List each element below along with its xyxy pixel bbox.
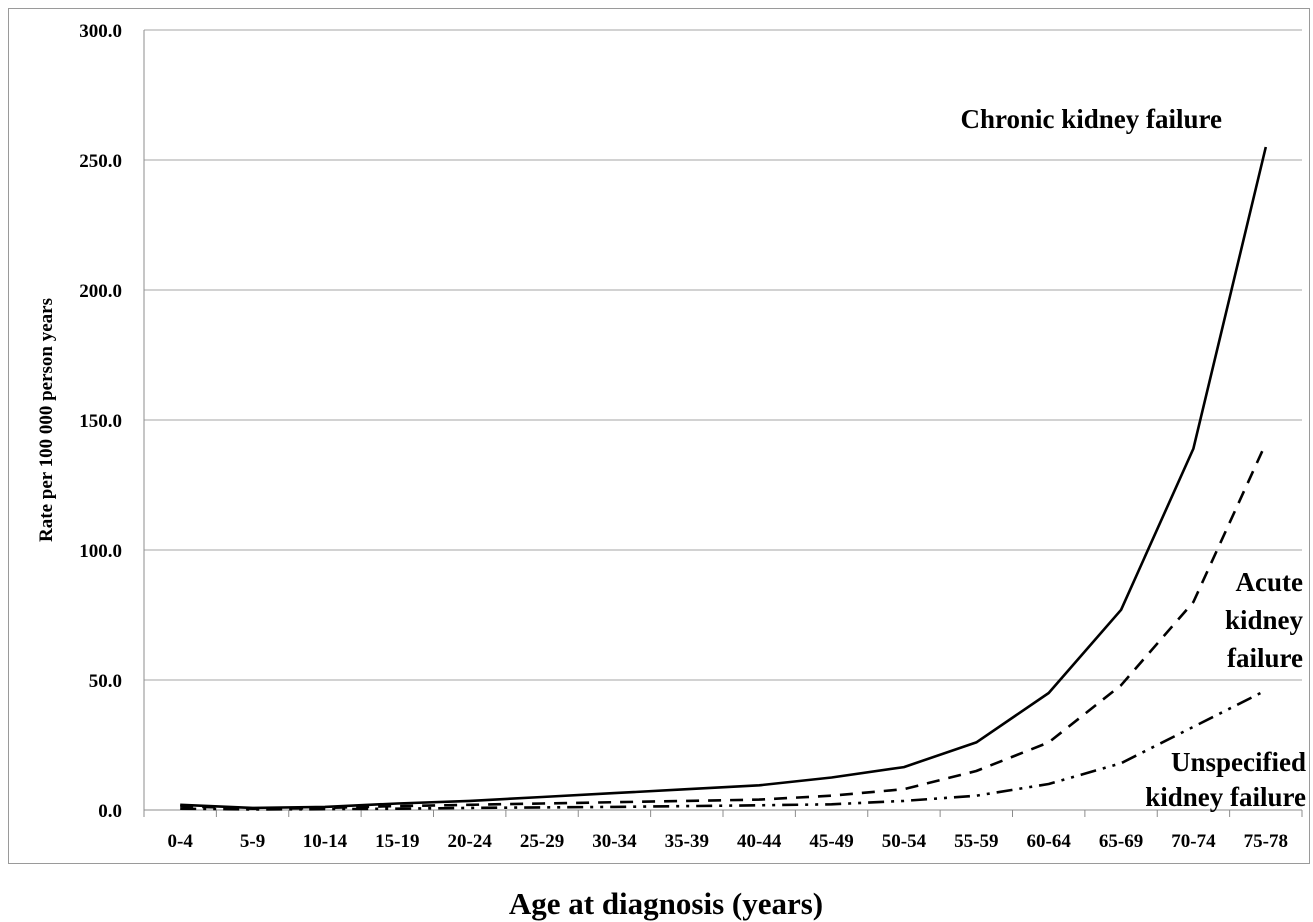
x-tick-label: 15-19	[375, 831, 419, 852]
chronic-kidney-failure-line	[180, 146, 1268, 810]
x-tick-labels: 0-4 5-9 10-14 15-19 20-24 25-29 30-34 35-39 40-4…	[168, 831, 1288, 852]
unspecified-kidney-failure-label: Unspecified	[1171, 747, 1306, 777]
acute-kidney-failure-label: failure	[1227, 643, 1303, 673]
chart-frame	[8, 8, 1310, 864]
y-tick-labels: 0.0 50.0 100.0 150.0 200.0 250.0 300.0	[79, 21, 122, 822]
acute-kidney-failure-label: Acute	[1236, 567, 1303, 597]
unspecified-kidney-failure-label: kidney failure	[1145, 782, 1306, 812]
y-tick-label: 100.0	[79, 541, 122, 562]
series-labels: Chronic kidney failure Acute kidney failure…	[960, 104, 1306, 812]
unspecified-kidney-failure-line	[180, 689, 1267, 811]
y-tick-label: 150.0	[79, 411, 122, 432]
axes	[143, 30, 1303, 817]
x-tick-label: 70-74	[1171, 831, 1216, 852]
series-lines	[180, 146, 1268, 811]
y-tick-label: 300.0	[79, 21, 122, 42]
x-tick-label: 10-14	[303, 831, 348, 852]
x-tick-label: 50-54	[882, 831, 927, 852]
x-tick-label: 40-44	[737, 831, 782, 852]
acute-kidney-failure-line	[180, 442, 1267, 811]
y-tick-label: 250.0	[79, 151, 122, 172]
x-tick-label: 25-29	[520, 831, 564, 852]
y-axis-label: Rate per 100 000 person years	[36, 298, 57, 542]
x-tick-label: 65-69	[1099, 831, 1143, 852]
x-tick-label: 55-59	[954, 831, 998, 852]
x-tick-label: 0-4	[168, 831, 194, 852]
y-tick-label: 50.0	[89, 671, 122, 692]
x-axis-label: Age at diagnosis (years)	[509, 886, 823, 921]
x-tick-label: 60-64	[1027, 831, 1072, 852]
x-tick-label: 75-78	[1244, 831, 1288, 852]
y-tick-label: 200.0	[79, 281, 122, 302]
y-tick-label: 0.0	[98, 801, 122, 822]
chronic-kidney-failure-label: Chronic kidney failure	[960, 104, 1222, 134]
x-tick-label: 35-39	[665, 831, 709, 852]
x-tick-label: 30-34	[592, 831, 637, 852]
x-tick-label: 5-9	[240, 831, 265, 852]
x-tick-label: 20-24	[448, 831, 493, 852]
x-tick-label: 45-49	[809, 831, 853, 852]
gridlines	[144, 29, 1302, 681]
acute-kidney-failure-label: kidney	[1225, 605, 1304, 635]
